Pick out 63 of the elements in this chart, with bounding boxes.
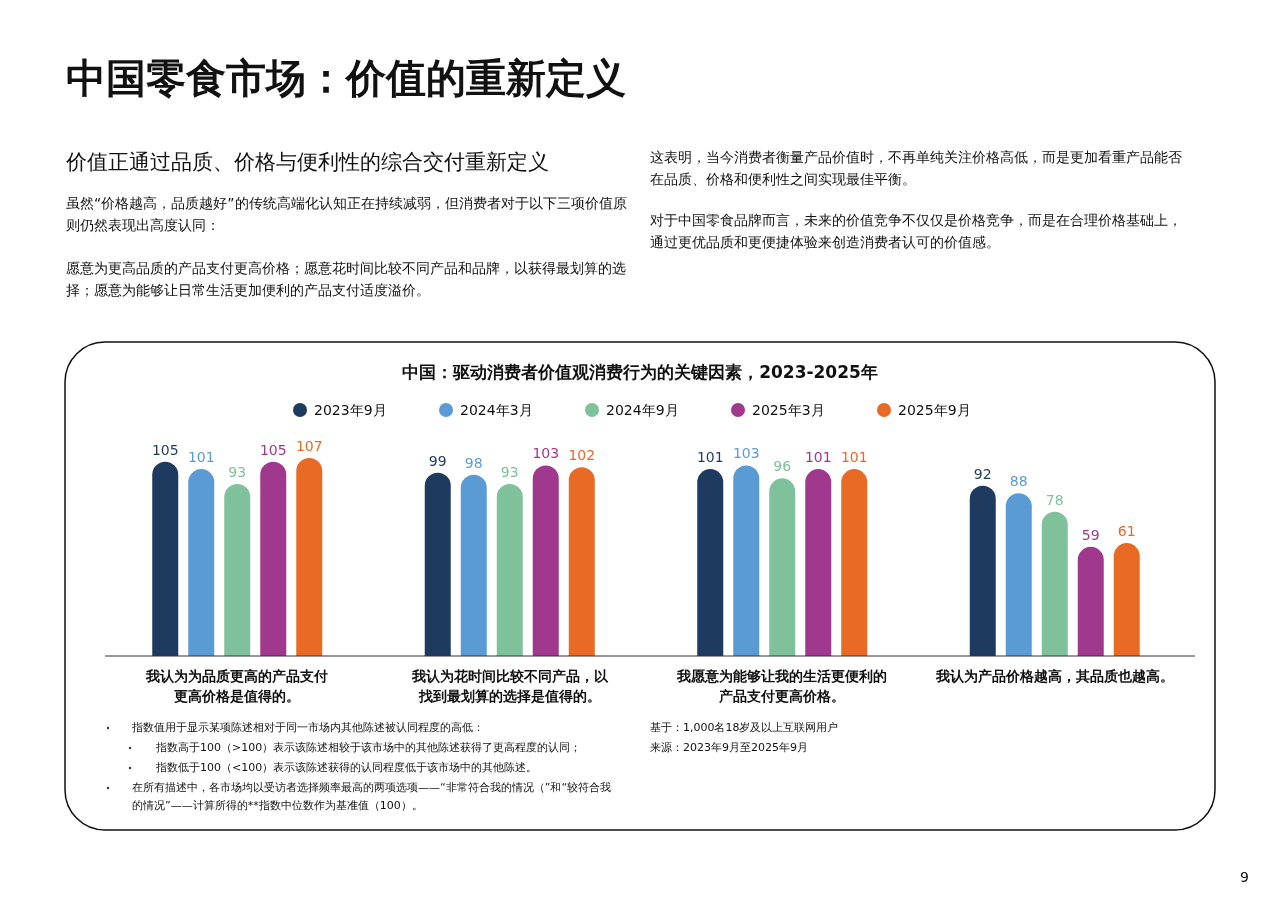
data-label: 59 bbox=[1081, 526, 1100, 543]
data-label: 93 bbox=[228, 463, 247, 480]
data-label: 107 bbox=[295, 438, 323, 454]
text: 对于中国零食品牌而言，未来的价值竞争不仅仅是价格竞争，而是在合理价格基础上，通过更优品质和更便捷体验来创造消费者认可的价值感。 bbox=[650, 211, 1183, 253]
bar bbox=[1041, 511, 1068, 656]
data-label: 93 bbox=[500, 463, 519, 480]
bar bbox=[1113, 543, 1140, 656]
text: 中国零食市场：价值的重新定义 bbox=[66, 54, 627, 103]
text: 9 bbox=[1240, 868, 1250, 887]
legend-label: 2025年9月 bbox=[898, 402, 971, 418]
bar bbox=[1005, 493, 1032, 656]
bar bbox=[188, 469, 215, 656]
text: 愿意为更高品质的产品支付更高价格；愿意花时间比较不同产品和品牌，以获得最划算的选择；愿意为能够让日常生活更加便利的产品支付适度溢价。 bbox=[66, 259, 627, 301]
bar bbox=[296, 458, 323, 656]
legend-label: 2025年3月 bbox=[752, 402, 825, 418]
data-label: 105 bbox=[259, 441, 287, 458]
source-note: 来源：2023年9月至2025年9月 bbox=[650, 740, 809, 756]
bar bbox=[260, 461, 287, 656]
x-tick-label: 我认为产品价格越高，其品质也越高。 bbox=[934, 667, 1175, 686]
data-label: 101 bbox=[187, 449, 215, 466]
text: 指数高于100（>100）表示该陈述相较于该市场中的其他陈述获得了更高程度的认同； bbox=[156, 740, 583, 756]
data-label: 103 bbox=[732, 445, 760, 462]
bar bbox=[733, 465, 760, 656]
bar bbox=[496, 483, 523, 656]
data-label: 92 bbox=[973, 465, 992, 482]
x-tick-label: 我认为为品质更高的产品支付更高价格是值得的。 bbox=[145, 667, 330, 706]
bar bbox=[152, 461, 179, 656]
text: 虽然“价格越高，品质越好”的传统高端化认知正在持续减弱，但消费者对于以下三项价值原则仍然表现出高度认同： bbox=[66, 194, 628, 236]
text: 价值正通过品质、价格与便利性的综合交付重新定义 bbox=[66, 149, 550, 176]
bar bbox=[568, 467, 595, 656]
bar bbox=[841, 469, 868, 656]
x-tick-label: 我认为花时间比较不同产品，以找到最划算的选择是值得的。 bbox=[410, 667, 609, 706]
bar bbox=[532, 465, 559, 656]
text: 指数低于100（<100）表示该陈述获得的认同程度低于该市场中的其他陈述。 bbox=[156, 760, 539, 776]
text: 在所有描述中，各市场均以受访者选择频率最高的两项选项——“非常符合我的情况（”和“较符合我的情况”——计算所得的**指数中位数作为基准值（100）。 bbox=[132, 780, 612, 814]
legend-label: 2024年3月 bbox=[460, 402, 533, 418]
data-label: 105 bbox=[151, 441, 179, 458]
data-label: 96 bbox=[773, 458, 792, 475]
bar bbox=[769, 478, 796, 656]
bar bbox=[969, 485, 996, 656]
legend-label: 2023年9月 bbox=[314, 402, 387, 418]
bar bbox=[424, 472, 451, 656]
text: 指数值用于显示某项陈述相对于同一市场内其他陈述被认同程度的高低： bbox=[132, 720, 485, 736]
data-label: 101 bbox=[696, 449, 724, 466]
bar bbox=[805, 469, 832, 656]
bar bbox=[1077, 546, 1104, 656]
text: 基于：1,000名18岁及以上互联网用户 bbox=[650, 720, 840, 736]
data-label: 102 bbox=[568, 447, 596, 464]
data-label: 101 bbox=[804, 449, 832, 466]
text: 这表明，当今消费者衡量产品价值时，不再单纯关注价格高低，而是更加看重产品能否在品质、价格和便利性之间实现最佳平衡。 bbox=[650, 148, 1183, 190]
data-label: 98 bbox=[464, 454, 483, 471]
data-label: 99 bbox=[428, 452, 447, 469]
legend-label: 2024年9月 bbox=[606, 402, 679, 418]
bar bbox=[460, 474, 487, 656]
data-label: 101 bbox=[840, 449, 868, 466]
data-label: 78 bbox=[1045, 491, 1064, 508]
chart-title: 中国：驱动消费者价值观消费行为的关键因素，2023-2025年 bbox=[402, 362, 878, 382]
bar bbox=[697, 469, 724, 656]
data-label: 61 bbox=[1117, 523, 1136, 540]
bar bbox=[224, 483, 251, 656]
x-tick-label: 我愿意为能够让我的生活更便利的产品支付更高价格。 bbox=[676, 667, 889, 706]
data-label: 103 bbox=[532, 445, 560, 462]
data-label: 88 bbox=[1009, 473, 1028, 490]
